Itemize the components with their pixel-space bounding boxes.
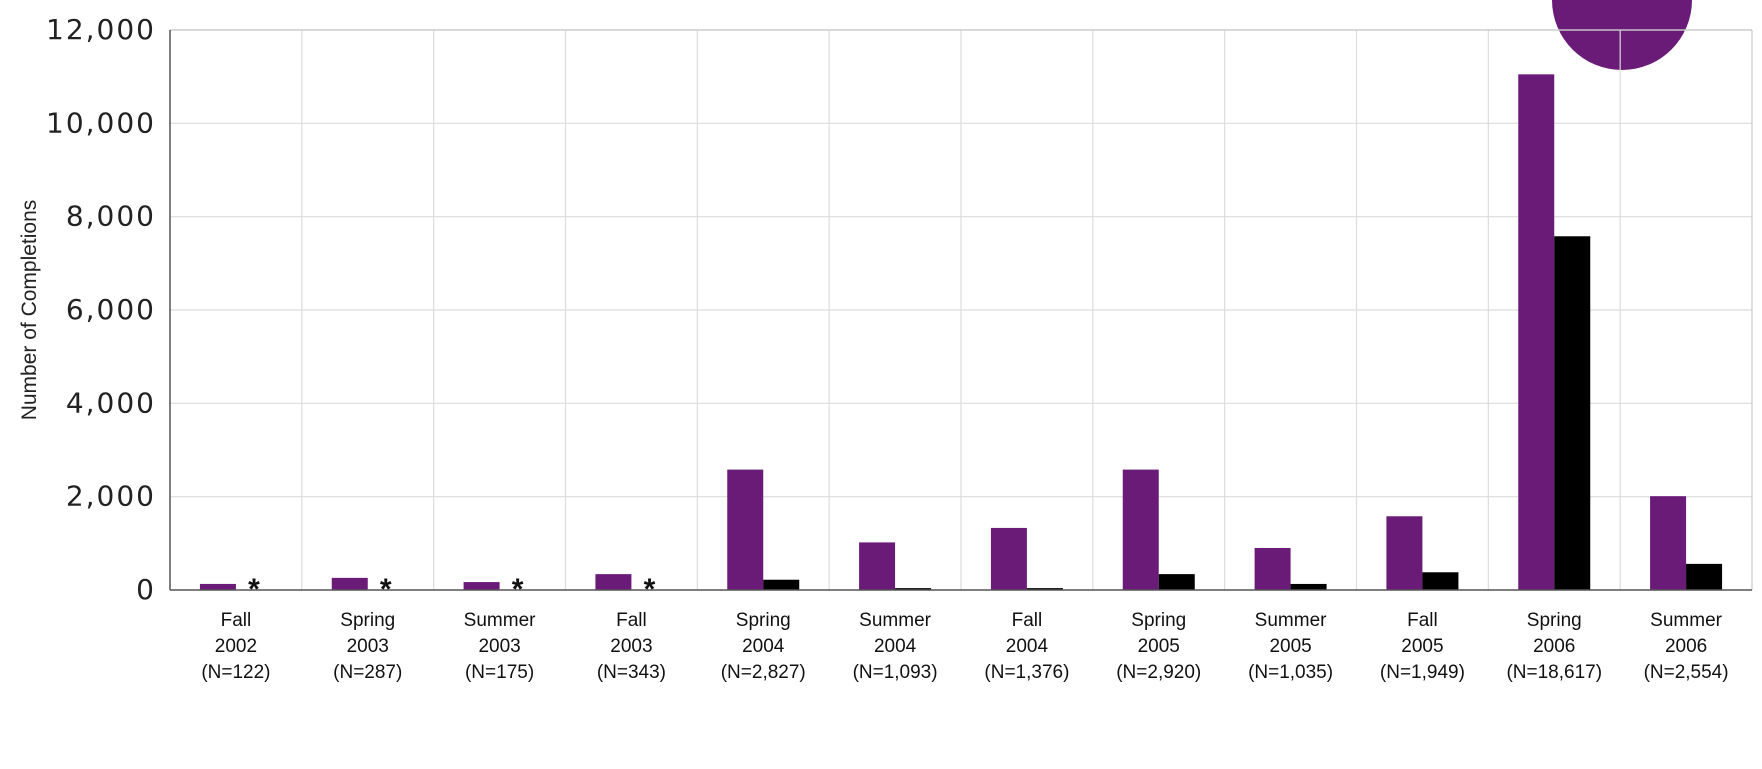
x-tick-label: Spring: [1131, 610, 1186, 631]
bar-series1: [990, 527, 1027, 590]
bar-series1: [1650, 496, 1687, 590]
y-tick-label: 8,000: [66, 200, 156, 233]
x-tick-label: 2004: [1006, 636, 1049, 657]
x-tick-label: (N=122): [201, 662, 270, 683]
bar-series2: [1554, 236, 1591, 590]
y-tick-label: 2,000: [66, 480, 156, 513]
x-tick-label: (N=1,376): [984, 662, 1069, 683]
annotation-asterisk: *: [248, 573, 260, 606]
bar-series2: [1422, 572, 1459, 590]
x-tick-label: 2005: [1138, 636, 1180, 657]
bar-series1: [199, 583, 236, 590]
bar-series1: [727, 469, 764, 590]
bars: [199, 74, 1723, 591]
bar-series2: [1026, 588, 1063, 590]
y-tick-label: 4,000: [66, 386, 156, 419]
x-tick-label: Summer: [859, 610, 931, 631]
y-tick-label: 10,000: [46, 106, 156, 139]
x-tick-label: (N=287): [333, 662, 402, 683]
x-tick-label: 2003: [478, 636, 520, 657]
y-tick-label: 12,000: [46, 13, 156, 46]
bar-series2: [1686, 563, 1723, 590]
x-tick-label: Fall: [616, 610, 647, 631]
x-tick-label: 2006: [1533, 636, 1575, 657]
x-tick-label: Spring: [1527, 610, 1582, 631]
bar-series1: [859, 542, 896, 590]
bar-series1: [1518, 74, 1555, 591]
y-tick-label: 0: [136, 573, 156, 606]
x-tick-label: Fall: [1012, 610, 1043, 631]
axes: [169, 29, 1753, 591]
x-tick-label: Fall: [221, 610, 252, 631]
bar-series1: [1122, 469, 1159, 590]
y-axis-label: Number of Completions: [18, 200, 41, 421]
x-tick-label: (N=18,617): [1506, 662, 1602, 683]
x-tick-label: (N=175): [465, 662, 534, 683]
bar-series2: [1158, 574, 1195, 590]
x-tick-label: (N=1,093): [853, 662, 938, 683]
x-tick-label: (N=2,920): [1116, 662, 1201, 683]
x-tick-label: (N=1,949): [1380, 662, 1465, 683]
x-tick-label: Spring: [340, 610, 395, 631]
x-tick-label: 2003: [610, 636, 652, 657]
x-tick-label: (N=1,035): [1248, 662, 1333, 683]
x-tick-label: 2004: [742, 636, 785, 657]
x-tick-label: Summer: [1255, 610, 1327, 631]
annotation-asterisk: *: [380, 573, 392, 606]
bar-series1: [1386, 516, 1423, 590]
bar-series2: [895, 588, 932, 590]
annotation-asterisk: *: [644, 573, 656, 606]
gridlines: [170, 29, 1752, 590]
x-tick-label: 2004: [874, 636, 917, 657]
x-tick-label: Spring: [736, 610, 791, 631]
bar-series2: [763, 579, 800, 590]
x-tick-label: 2006: [1665, 636, 1707, 657]
bar-series1: [331, 577, 368, 590]
x-tick-label: Fall: [1407, 610, 1438, 631]
bar-series1: [595, 574, 632, 590]
x-tick-label: 2005: [1401, 636, 1443, 657]
x-tick-label: 2005: [1269, 636, 1311, 657]
logo-circle-fragment: [1552, 0, 1692, 70]
x-tick-label: (N=343): [597, 662, 666, 683]
x-tick-label: 2003: [347, 636, 389, 657]
tick-labels: 0 2,000 4,000 6,000 8,000 10,000 12,000 Fall 200…: [46, 13, 1729, 683]
x-tick-label: Summer: [1650, 610, 1722, 631]
bar-series1: [463, 582, 500, 590]
bar-series1: [1254, 548, 1291, 590]
x-tick-label: 2002: [215, 636, 257, 657]
bar-series2: [1290, 583, 1327, 590]
x-tick-label: Summer: [464, 610, 536, 631]
x-tick-label: (N=2,554): [1644, 662, 1729, 683]
x-tick-label: (N=2,827): [721, 662, 806, 683]
y-tick-label: 6,000: [66, 293, 156, 326]
annotation-asterisk: *: [512, 573, 524, 606]
